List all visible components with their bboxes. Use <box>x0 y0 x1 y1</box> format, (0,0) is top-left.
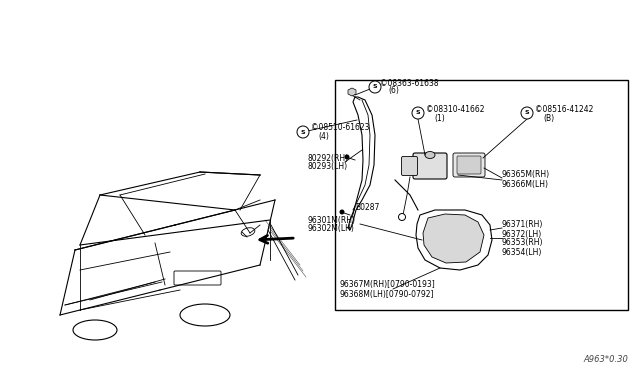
Text: (1): (1) <box>434 113 445 122</box>
Circle shape <box>399 214 406 221</box>
Text: ©08363-61638: ©08363-61638 <box>380 78 438 87</box>
Text: 80293(LH): 80293(LH) <box>308 163 348 171</box>
Text: S: S <box>416 110 420 115</box>
FancyBboxPatch shape <box>413 153 447 179</box>
Text: (4): (4) <box>318 132 329 141</box>
FancyBboxPatch shape <box>457 156 481 174</box>
Circle shape <box>339 209 344 215</box>
FancyBboxPatch shape <box>401 157 417 176</box>
Text: A963*0.30: A963*0.30 <box>583 356 628 365</box>
Text: ©08310-41662: ©08310-41662 <box>426 105 484 113</box>
FancyBboxPatch shape <box>335 80 628 310</box>
Text: 96371(RH): 96371(RH) <box>502 221 543 230</box>
Text: 96353(RH): 96353(RH) <box>502 238 543 247</box>
Circle shape <box>297 126 309 138</box>
Circle shape <box>412 107 424 119</box>
Circle shape <box>369 81 381 93</box>
Text: ©08510-61623: ©08510-61623 <box>311 124 369 132</box>
Circle shape <box>344 154 349 160</box>
Text: ©08516-41242: ©08516-41242 <box>535 105 593 113</box>
Text: S: S <box>525 110 529 115</box>
Polygon shape <box>423 214 484 263</box>
Text: 96354(LH): 96354(LH) <box>502 247 542 257</box>
Ellipse shape <box>425 151 435 158</box>
Text: 96301M(RH): 96301M(RH) <box>308 215 356 224</box>
Text: 96302M(LH): 96302M(LH) <box>308 224 355 234</box>
Text: 80292(RH): 80292(RH) <box>308 154 349 163</box>
Polygon shape <box>348 88 356 96</box>
Text: (B): (B) <box>543 113 554 122</box>
Text: 96367M(RH)[0790-0193]: 96367M(RH)[0790-0193] <box>340 280 436 289</box>
Text: S: S <box>301 129 305 135</box>
Text: 96365M(RH): 96365M(RH) <box>502 170 550 180</box>
Text: 96372(LH): 96372(LH) <box>502 230 542 238</box>
Text: B0287: B0287 <box>355 202 380 212</box>
Text: S: S <box>372 84 378 90</box>
Circle shape <box>521 107 533 119</box>
Text: (6): (6) <box>388 87 399 96</box>
Text: 96368M(LH)[0790-0792]: 96368M(LH)[0790-0792] <box>340 289 435 298</box>
FancyBboxPatch shape <box>453 153 485 177</box>
Text: 96366M(LH): 96366M(LH) <box>502 180 549 189</box>
